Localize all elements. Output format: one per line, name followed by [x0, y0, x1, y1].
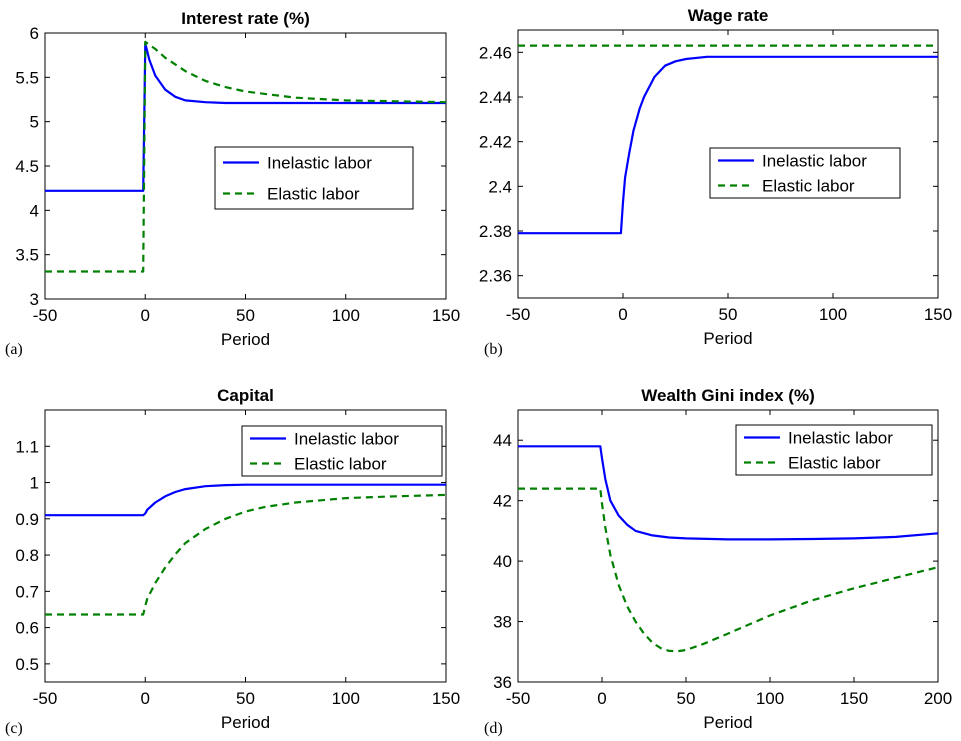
- series-line-inelastic: [45, 483, 446, 517]
- chart-panel-1: Interest rate (%) -50 0 50 100 150 3 3.5 4 4.5 5 5.…: [5, 9, 460, 358]
- x-tick-label: 0: [618, 305, 627, 324]
- y-tick-label: 5: [30, 113, 39, 132]
- series-line-elastic: [45, 493, 446, 616]
- y-tick-label: 2.36: [479, 267, 512, 286]
- panel-label: (b): [484, 341, 503, 358]
- legend-label: Elastic labor: [294, 455, 387, 474]
- y-tick-label: 0.5: [15, 655, 39, 674]
- legend: Inelastic labor Elastic labor: [214, 146, 414, 210]
- y-tick-label: 2.42: [479, 133, 512, 152]
- y-tick-label: 0.6: [15, 619, 39, 638]
- panel-label: (c): [5, 720, 23, 737]
- y-tick-label: 0.8: [15, 546, 39, 565]
- chart-panel-3: Capital -50 0 50 100 150 0.5 0.6 0.7 0.8 0.9 1 1.1 Pe…: [5, 386, 460, 737]
- y-tick-label: 5.5: [15, 68, 39, 87]
- y-tick-label: 6: [30, 24, 39, 43]
- y-tick-label: 0.7: [15, 582, 39, 601]
- x-axis-label: Period: [221, 713, 270, 732]
- x-axis-label: Period: [221, 330, 270, 349]
- x-tick-label: 100: [819, 305, 847, 324]
- series-line-elastic: [45, 40, 446, 273]
- x-tick-label: -50: [33, 306, 58, 325]
- x-tick-label: 150: [840, 689, 868, 708]
- plot-frame: [517, 409, 939, 683]
- x-tick-label: 100: [332, 306, 360, 325]
- legend-label: Inelastic labor: [788, 429, 893, 448]
- legend-label: Elastic labor: [762, 177, 855, 196]
- x-tick-label: 150: [432, 689, 460, 708]
- legend-label: Inelastic labor: [267, 154, 372, 173]
- x-tick-label: 200: [924, 689, 952, 708]
- series-line-inelastic: [45, 42, 446, 192]
- x-tick-label: 50: [236, 689, 255, 708]
- y-tick-label: 36: [493, 673, 512, 692]
- series-line-elastic: [518, 487, 938, 653]
- x-tick-label: -50: [506, 689, 531, 708]
- x-tick-label: 0: [141, 306, 150, 325]
- y-tick-label: 42: [493, 492, 512, 511]
- x-tick-label: 100: [756, 689, 784, 708]
- series-line-inelastic: [518, 445, 938, 541]
- x-tick-label: 50: [236, 306, 255, 325]
- panel-label: (d): [484, 720, 503, 737]
- y-tick-label: 40: [493, 552, 512, 571]
- legend-label: Inelastic labor: [294, 430, 399, 449]
- y-tick-label: 4: [30, 201, 39, 220]
- x-tick-label: 100: [332, 689, 360, 708]
- x-axis-label: Period: [703, 329, 752, 348]
- chart-panel-4: Wealth Gini index (%) -50 0 50 100 150 200 36 38…: [484, 386, 952, 737]
- x-tick-label: -50: [33, 689, 58, 708]
- x-tick-label: 150: [432, 306, 460, 325]
- legend-box: [214, 146, 414, 210]
- y-tick-label: 1: [30, 474, 39, 493]
- legend-label: Inelastic labor: [762, 152, 867, 171]
- chart-title: Wage rate: [688, 6, 769, 25]
- legend-label: Elastic labor: [788, 454, 881, 473]
- x-tick-label: 150: [924, 305, 952, 324]
- x-tick-label: 50: [677, 689, 696, 708]
- x-tick-label: 0: [597, 689, 606, 708]
- y-tick-label: 2.44: [479, 88, 512, 107]
- y-tick-label: 44: [493, 431, 512, 450]
- y-tick-label: 38: [493, 613, 512, 632]
- legend-label: Elastic labor: [267, 185, 360, 204]
- y-tick-label: 3.5: [15, 246, 39, 265]
- legend-box: [735, 424, 933, 476]
- x-tick-label: 50: [719, 305, 738, 324]
- y-tick-label: 4.5: [15, 157, 39, 176]
- y-tick-label: 2.38: [479, 222, 512, 241]
- series-line-inelastic: [518, 55, 938, 235]
- panel-label: (a): [5, 341, 23, 358]
- y-tick-label: 3: [30, 290, 39, 309]
- chart-title: Interest rate (%): [181, 9, 309, 28]
- y-tick-label: 2.46: [479, 43, 512, 62]
- chart-title: Wealth Gini index (%): [641, 386, 814, 405]
- y-tick-label: 2.4: [488, 177, 512, 196]
- x-tick-label: -50: [506, 305, 531, 324]
- x-tick-label: 0: [141, 689, 150, 708]
- legend-box: [709, 147, 901, 199]
- x-axis-label: Period: [703, 713, 752, 732]
- legend: Inelastic labor Elastic labor: [241, 425, 443, 477]
- legend-box: [241, 425, 443, 477]
- chart-title: Capital: [217, 386, 274, 405]
- chart-panel-2: Wage rate -50 0 50 100 150 2.36 2.38 2.4 2.42 2.44…: [479, 6, 952, 358]
- legend: Inelastic labor Elastic labor: [709, 147, 901, 199]
- y-tick-label: 0.9: [15, 510, 39, 529]
- y-tick-label: 1.1: [15, 437, 39, 456]
- legend: Inelastic labor Elastic labor: [735, 424, 933, 476]
